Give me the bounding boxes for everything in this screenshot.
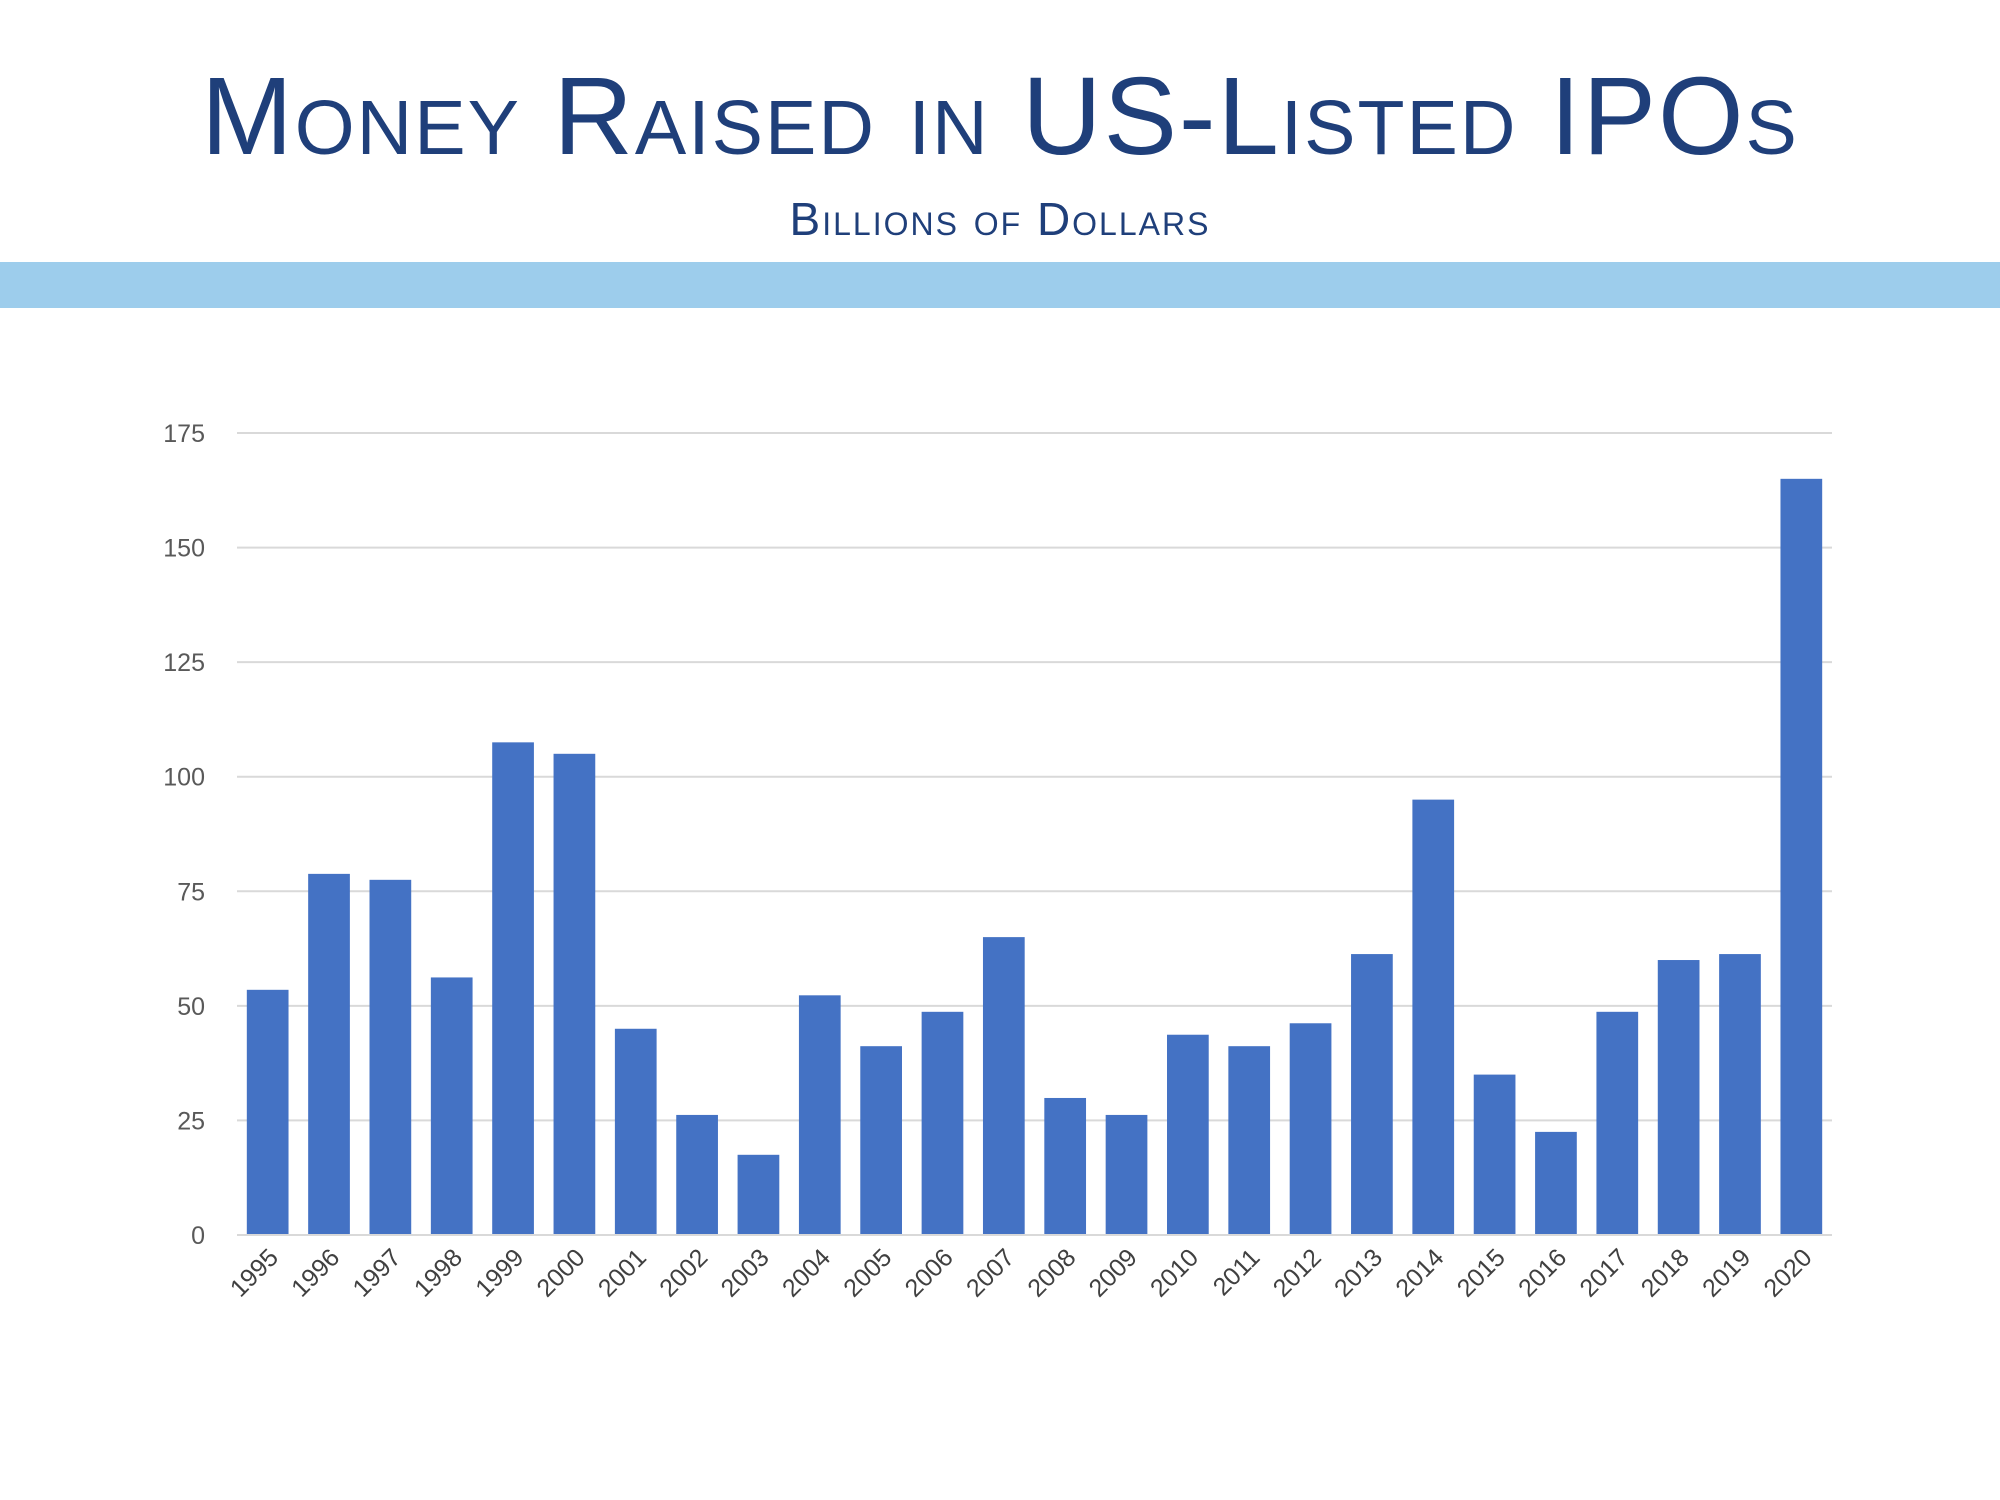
x-tick-label: 2001	[593, 1243, 652, 1302]
bar-2016	[1535, 1131, 1577, 1235]
x-tick-label: 2013	[1329, 1243, 1388, 1302]
y-tick-label: 75	[177, 878, 205, 906]
bar-2005	[860, 1046, 902, 1235]
x-tick-label: 2007	[961, 1243, 1020, 1302]
x-tick-label: 2003	[716, 1243, 775, 1302]
bar-2009	[1105, 1114, 1148, 1235]
bar-2004	[798, 995, 841, 1235]
bar-2018	[1657, 960, 1700, 1235]
x-tick-label: 2002	[654, 1243, 713, 1302]
y-tick-label: 150	[163, 535, 205, 563]
bar-2007	[982, 937, 1025, 1235]
x-tick-label: 1996	[286, 1243, 345, 1302]
bar-2006	[921, 1011, 964, 1235]
bar-2017	[1596, 1011, 1639, 1235]
x-tick-label: 2011	[1208, 1243, 1266, 1301]
x-tick-label: 2010	[1145, 1243, 1204, 1302]
bar-1998	[430, 977, 473, 1235]
grid-layer	[237, 432, 1832, 1236]
bar-2020	[1780, 478, 1823, 1235]
bar-2011	[1228, 1046, 1271, 1235]
bar-2008	[1044, 1097, 1087, 1235]
x-tick-label: 2012	[1268, 1243, 1327, 1302]
x-tick-label: 2017	[1574, 1243, 1633, 1302]
bar-1996	[308, 873, 350, 1235]
bar-2014	[1412, 799, 1455, 1235]
x-tick-label: 2006	[900, 1243, 959, 1302]
y-tick-label: 175	[163, 420, 205, 448]
x-tick-label: 1995	[225, 1243, 284, 1302]
bar-2003	[737, 1154, 780, 1235]
x-tick-label: 2014	[1390, 1243, 1449, 1302]
y-tick-label: 50	[177, 993, 205, 1021]
bar-layer	[246, 478, 1823, 1235]
y-tick-label: 0	[191, 1222, 205, 1250]
x-tick-label: 2005	[838, 1243, 897, 1302]
x-tick-label: 2019	[1697, 1243, 1756, 1302]
x-tick-label: 1999	[470, 1243, 529, 1302]
x-tick-label: 2008	[1022, 1243, 1081, 1302]
x-tick-label: 2018	[1636, 1243, 1695, 1302]
x-tick-label: 2000	[532, 1243, 591, 1302]
bar-2015	[1473, 1074, 1516, 1235]
x-tick-label: 2015	[1452, 1243, 1511, 1302]
x-tick-label: 1997	[347, 1243, 406, 1302]
x-tick-label: 2016	[1513, 1243, 1572, 1302]
bar-2010	[1167, 1034, 1209, 1235]
y-tick-label: 100	[163, 764, 205, 792]
bar-2012	[1289, 1023, 1332, 1235]
x-tick-label: 2009	[1084, 1243, 1143, 1302]
page-subtitle: Billions of Dollars	[789, 193, 1211, 245]
bar-1999	[492, 742, 534, 1235]
x-tick-label: 1998	[409, 1243, 468, 1302]
x-tick-label: 2004	[777, 1243, 836, 1302]
bar-2000	[553, 753, 596, 1235]
y-tick-label: 25	[177, 1107, 205, 1135]
bar-2019	[1719, 954, 1761, 1235]
page-title: Money Raised in US-Listed IPOs	[201, 55, 1799, 178]
bar-1995	[246, 989, 289, 1235]
y-tick-label: 125	[163, 649, 205, 677]
header-band	[0, 262, 2000, 308]
x-tick-label: 2020	[1758, 1243, 1817, 1302]
bar-2001	[614, 1028, 657, 1235]
bar-1997	[369, 879, 412, 1235]
bar-2002	[676, 1114, 718, 1235]
bar-2013	[1351, 954, 1393, 1235]
